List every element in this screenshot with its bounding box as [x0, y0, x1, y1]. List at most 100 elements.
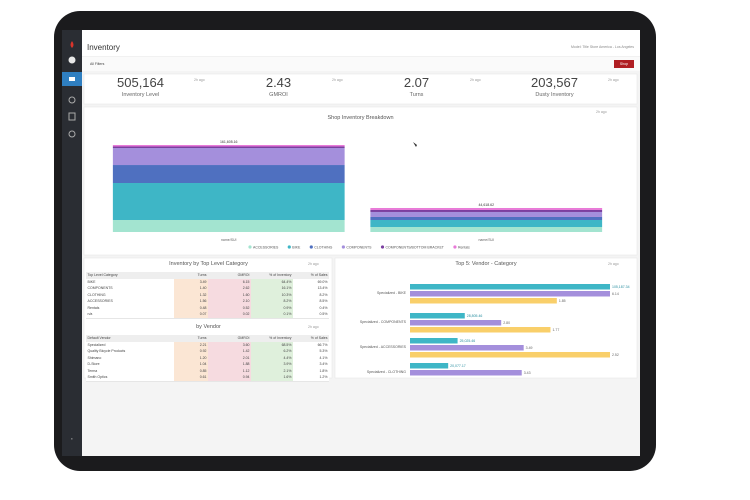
sidebar — [62, 30, 82, 456]
bar — [410, 363, 449, 369]
cursor — [413, 142, 417, 147]
bar-segment — [370, 207, 603, 210]
kpi-label: Dusty Inventory — [535, 92, 574, 98]
kpi-updated: 2h ago — [332, 78, 343, 82]
bar — [410, 338, 458, 344]
x-tick-label: name/SUI — [478, 238, 494, 242]
legend-label: BIKE — [292, 245, 301, 249]
kpi-updated: 2h ago — [470, 78, 481, 82]
chart-updated: 2h ago — [608, 262, 619, 266]
bar — [410, 284, 610, 290]
avatar[interactable] — [68, 56, 76, 64]
table-cell: 0.07 — [174, 311, 208, 319]
table-cell: 0.5% — [293, 311, 329, 319]
bar-segment — [370, 226, 603, 232]
legend-swatch — [380, 245, 385, 249]
kpi-value: 203,567 — [531, 75, 578, 90]
page-title: Inventory — [87, 43, 120, 52]
value-label: 1.85 — [559, 299, 566, 303]
bar — [410, 291, 610, 297]
bar-segment — [370, 216, 603, 220]
bar-segment — [112, 146, 345, 149]
table-cell: n/a — [86, 311, 174, 319]
kpi-value: 505,164 — [117, 75, 164, 90]
table-title: by Vendor — [196, 324, 221, 330]
sidebar-footer: ▪ — [71, 436, 73, 441]
legend-label: ACCESSORIES — [253, 245, 279, 249]
bar-segment — [112, 145, 345, 147]
nav-icon — [69, 77, 75, 81]
button[interactable]: Shop — [619, 62, 629, 66]
legend-label: COMPONENTS/BOTTOM BRACKET — [385, 245, 444, 249]
top5-panel — [334, 257, 638, 379]
table-cell: 1.6% — [251, 374, 293, 382]
legend-label: CLOTHING — [314, 245, 332, 249]
bar-segment — [112, 165, 345, 184]
kpi-value: 2.07 — [403, 75, 430, 90]
kpi-updated: 2h ago — [608, 78, 619, 82]
bar — [410, 370, 522, 376]
kpi-label: GMROI — [269, 92, 288, 98]
value-label: 3.49 — [526, 346, 533, 350]
filter[interactable]: All Filters — [90, 62, 105, 66]
bar-segment — [370, 211, 603, 217]
value-label: 2.80 — [503, 321, 510, 325]
table-cell: 0.1% — [251, 311, 293, 319]
bar — [410, 345, 524, 351]
nav-icon[interactable] — [68, 112, 76, 121]
bar-segment — [112, 183, 345, 220]
legend-label: Rentals — [458, 245, 470, 249]
table-updated: 2h ago — [308, 262, 319, 266]
kpi-panel — [83, 73, 638, 105]
bar — [410, 313, 465, 319]
filter-bar — [82, 57, 640, 71]
bar-segment — [370, 219, 603, 227]
total-label: 44,618.62 — [478, 203, 494, 207]
nav-icon[interactable] — [68, 130, 76, 138]
value-label: 1.77 — [552, 328, 559, 332]
kpi-label: Inventory Level — [121, 92, 160, 98]
bar — [410, 298, 557, 304]
bar-segment — [112, 148, 345, 166]
value-label: 25,025.46 — [460, 339, 476, 343]
nav-icon[interactable] — [68, 96, 76, 104]
button-bg[interactable] — [614, 60, 634, 68]
total-label: 161,605.16 — [220, 140, 238, 144]
value-label: 28,805.46 — [467, 314, 483, 318]
table-updated: 2h ago — [308, 325, 319, 329]
legend-swatch — [453, 245, 457, 249]
kpi-updated: 2h ago — [194, 78, 205, 82]
value-label: 2.52 — [612, 353, 619, 357]
table-cell: 1.2% — [293, 374, 329, 382]
value-label: 105,187.34 — [612, 285, 630, 289]
y-tick-label: Specialized - COMPONENTS — [360, 320, 407, 324]
value-label: 6.14 — [612, 292, 619, 296]
bar-segment — [112, 219, 345, 232]
bar — [410, 352, 610, 358]
table-cell: 0.94 — [208, 374, 251, 382]
value-label: 3.43 — [524, 371, 531, 375]
kpi-label: Turns — [409, 92, 424, 98]
y-tick-label: Specialized - BIKE — [377, 291, 407, 295]
legend-swatch — [309, 245, 313, 249]
kpi-value: 2.43 — [265, 75, 292, 90]
value-label: 20,077.17 — [450, 364, 466, 368]
table-cell: Smith Optics — [86, 374, 174, 382]
legend-label: COMPONENTS — [346, 245, 372, 249]
legend-swatch — [341, 245, 345, 249]
table-cell: 0.61 — [174, 374, 208, 382]
bar — [410, 320, 502, 326]
logo — [70, 41, 74, 48]
chart-updated: 2h ago — [596, 110, 607, 114]
bar — [410, 327, 551, 333]
chart-title: Top 5: Vendor - Category — [455, 261, 517, 267]
bar-segment — [370, 209, 603, 212]
x-tick-label: name/SUI — [221, 238, 237, 242]
legend-swatch — [248, 245, 252, 249]
y-tick-label: Specialized - ACCESSORIES — [360, 345, 407, 349]
table-title: Inventory by Top Level Category — [169, 261, 248, 267]
location: Model: Title Store America - Los Angeles — [570, 45, 634, 49]
legend-swatch — [287, 245, 291, 249]
